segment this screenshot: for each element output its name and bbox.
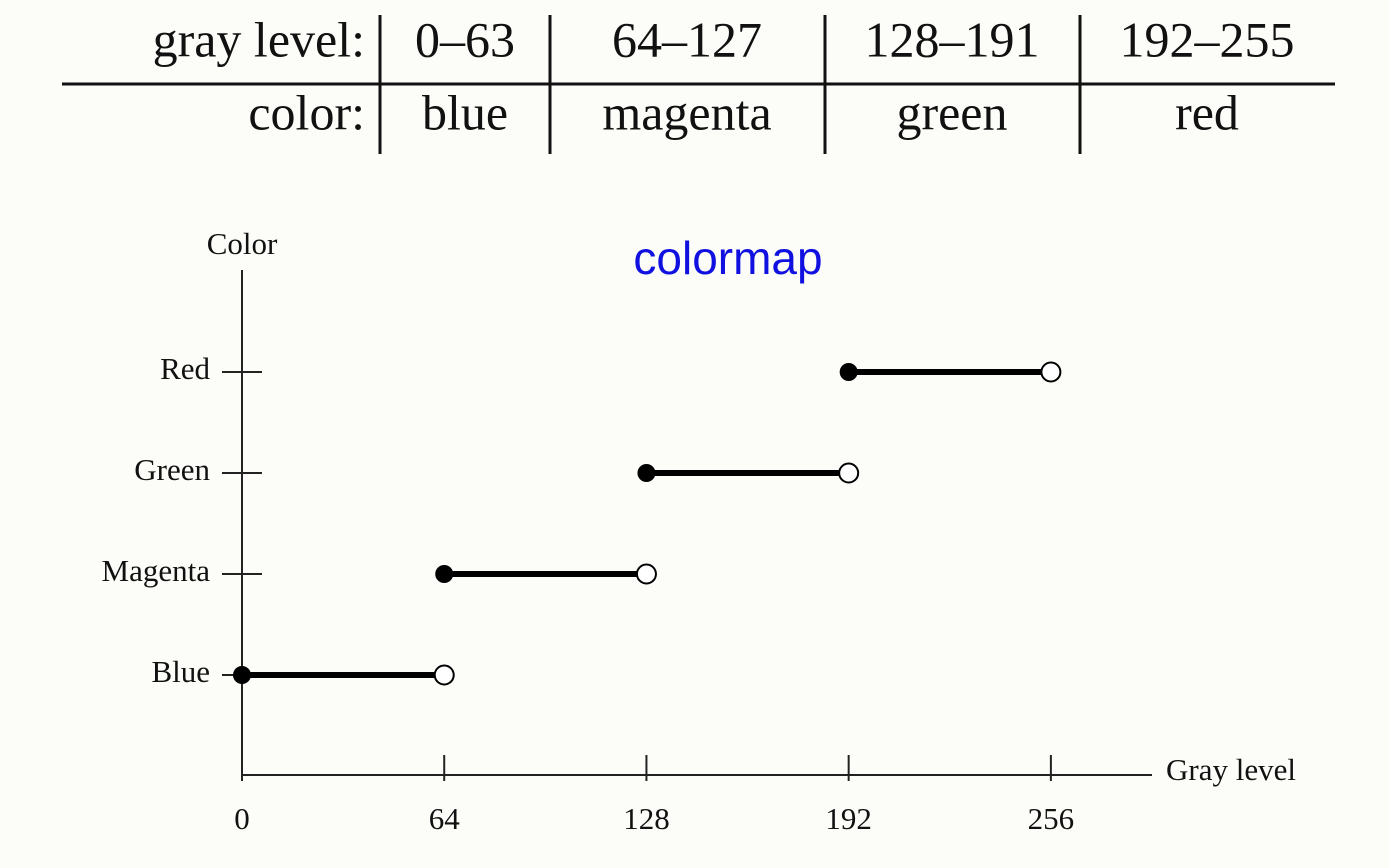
closed-end — [839, 363, 858, 381]
table-cell: 0–63 — [415, 11, 515, 67]
closed-end — [435, 565, 454, 583]
closed-end — [233, 666, 251, 684]
table-cell: 64–127 — [612, 11, 762, 67]
y-tick-label: Green — [134, 452, 210, 487]
open-end — [838, 462, 860, 484]
y-tick-label: Red — [160, 351, 210, 386]
y-tick-label: Magenta — [102, 553, 211, 588]
table-cell: 128–191 — [865, 11, 1040, 67]
x-tick-label: 64 — [429, 801, 461, 836]
x-tick-label: 0 — [234, 801, 250, 836]
x-tick-label: 256 — [1028, 801, 1075, 836]
open-end — [433, 664, 455, 686]
table-cell: color: — [248, 84, 365, 140]
y-tick-label: Blue — [151, 654, 210, 689]
table-cell: red — [1175, 84, 1239, 140]
x-tick-label: 128 — [623, 801, 670, 836]
table-cell: 192–255 — [1120, 11, 1295, 67]
x-tick-label: 192 — [825, 801, 872, 836]
open-end — [1040, 361, 1062, 383]
table-cell: magenta — [602, 84, 771, 140]
table-cell: gray level: — [153, 11, 365, 67]
table-cell: green — [896, 84, 1007, 140]
closed-end — [637, 464, 656, 482]
table-cell: blue — [422, 84, 508, 140]
table-separators — [378, 15, 1082, 154]
chart-title: colormap — [633, 232, 822, 284]
x-axis-label: Gray level — [1166, 752, 1296, 787]
open-end — [635, 563, 657, 585]
y-axis-label: Color — [207, 226, 278, 261]
